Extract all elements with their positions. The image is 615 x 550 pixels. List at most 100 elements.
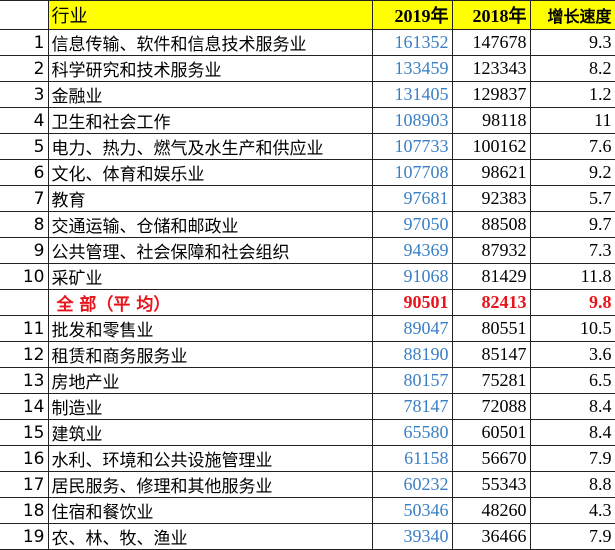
growth-cell: 5.7 — [529, 185, 615, 212]
rank-cell: 8 — [0, 211, 49, 238]
rank-cell: 7 — [0, 185, 49, 212]
header-cell: 行业 — [47, 0, 373, 30]
value-2019-cell: 90501 — [371, 289, 453, 316]
growth-cell: 7.3 — [529, 237, 615, 264]
value-2018-cell: 85147 — [451, 341, 531, 368]
rank-cell: 6 — [0, 159, 49, 186]
data-row: 18 住宿和餐饮业 50346 48260 4.3 — [0, 497, 615, 524]
growth-cell: 4.3 — [529, 497, 615, 524]
industry-cell: 采矿业 — [47, 263, 373, 290]
data-row: 11 批发和零售业 89047 80551 10.5 — [0, 315, 615, 342]
value-2018-cell: 56670 — [451, 445, 531, 472]
value-2019-cell: 161352 — [371, 29, 453, 56]
rank-cell: 4 — [0, 107, 49, 134]
growth-cell: 3.6 — [529, 341, 615, 368]
industry-cell: 金融业 — [47, 81, 373, 108]
industry-cell: 住宿和餐饮业 — [47, 497, 373, 524]
value-2018-cell: 80551 — [451, 315, 531, 342]
value-2018-cell: 48260 — [451, 497, 531, 524]
value-2018-cell: 147678 — [451, 29, 531, 56]
rank-cell: 15 — [0, 419, 49, 446]
value-2018-cell: 55343 — [451, 471, 531, 498]
data-row: 6 文化、体育和娱乐业 107708 98621 9.2 — [0, 159, 615, 186]
industry-cell: 建筑业 — [47, 419, 373, 446]
data-row: 5 电力、热力、燃气及水生产和供应业 107733 100162 7.6 — [0, 133, 615, 160]
value-2018-cell: 60501 — [451, 419, 531, 446]
industry-cell: 教育 — [47, 185, 373, 212]
rank-cell: 13 — [0, 367, 49, 394]
data-row: 19 农、林、牧、渔业 39340 36466 7.9 — [0, 523, 615, 550]
growth-cell: 8.8 — [529, 471, 615, 498]
industry-cell: 全 部（平 均） — [47, 289, 373, 316]
growth-cell: 9.3 — [529, 29, 615, 56]
value-2019-cell: 60232 — [371, 471, 453, 498]
data-row: 14 制造业 78147 72088 8.4 — [0, 393, 615, 420]
value-2018-cell: 36466 — [451, 523, 531, 550]
value-2018-cell: 82413 — [451, 289, 531, 316]
industry-cell: 居民服务、修理和其他服务业 — [47, 471, 373, 498]
industry-cell: 文化、体育和娱乐业 — [47, 159, 373, 186]
growth-cell: 1.2 — [529, 81, 615, 108]
value-2019-cell: 107708 — [371, 159, 453, 186]
value-2019-cell: 80157 — [371, 367, 453, 394]
data-row: 4 卫生和社会工作 108903 98118 11 — [0, 107, 615, 134]
data-row: 2 科学研究和技术服务业 133459 123343 8.2 — [0, 55, 615, 82]
rank-cell: 18 — [0, 497, 49, 524]
data-row: 16 水利、环境和公共设施管理业 61158 56670 7.9 — [0, 445, 615, 472]
rank-cell: 10 — [0, 263, 49, 290]
growth-cell: 7.9 — [529, 523, 615, 550]
growth-cell: 6.5 — [529, 367, 615, 394]
header-cell: 2018年 — [451, 0, 531, 30]
value-2019-cell: 39340 — [371, 523, 453, 550]
header-row: 行业 2019年 2018年 增长速度 — [0, 0, 615, 30]
data-row: 3 金融业 131405 129837 1.2 — [0, 81, 615, 108]
header-cell — [0, 0, 49, 30]
rank-cell: 14 — [0, 393, 49, 420]
value-2018-cell: 123343 — [451, 55, 531, 82]
value-2018-cell: 81429 — [451, 263, 531, 290]
growth-cell: 7.6 — [529, 133, 615, 160]
growth-cell: 8.2 — [529, 55, 615, 82]
value-2018-cell: 87932 — [451, 237, 531, 264]
value-2019-cell: 89047 — [371, 315, 453, 342]
rank-cell: 2 — [0, 55, 49, 82]
data-row: 12 租赁和商务服务业 88190 85147 3.6 — [0, 341, 615, 368]
data-row: 1 信息传输、软件和信息技术服务业 161352 147678 9.3 — [0, 29, 615, 56]
data-row: 7 教育 97681 92383 5.7 — [0, 185, 615, 212]
data-row: 13 房地产业 80157 75281 6.5 — [0, 367, 615, 394]
data-row: 17 居民服务、修理和其他服务业 60232 55343 8.8 — [0, 471, 615, 498]
value-2019-cell: 88190 — [371, 341, 453, 368]
value-2019-cell: 108903 — [371, 107, 453, 134]
header-cell: 2019年 — [371, 0, 453, 30]
rank-cell: 11 — [0, 315, 49, 342]
value-2019-cell: 107733 — [371, 133, 453, 160]
industry-cell: 公共管理、社会保障和社会组织 — [47, 237, 373, 264]
value-2019-cell: 131405 — [371, 81, 453, 108]
value-2019-cell: 65580 — [371, 419, 453, 446]
value-2018-cell: 88508 — [451, 211, 531, 238]
growth-cell: 9.2 — [529, 159, 615, 186]
rank-cell: 17 — [0, 471, 49, 498]
rank-cell: 5 — [0, 133, 49, 160]
value-2018-cell: 100162 — [451, 133, 531, 160]
industry-cell: 房地产业 — [47, 367, 373, 394]
rank-cell: 12 — [0, 341, 49, 368]
growth-cell: 8.4 — [529, 393, 615, 420]
growth-cell: 7.9 — [529, 445, 615, 472]
value-2019-cell: 97050 — [371, 211, 453, 238]
industry-cell: 电力、热力、燃气及水生产和供应业 — [47, 133, 373, 160]
value-2019-cell: 78147 — [371, 393, 453, 420]
data-row: 8 交通运输、仓储和邮政业 97050 88508 9.7 — [0, 211, 615, 238]
data-row: 15 建筑业 65580 60501 8.4 — [0, 419, 615, 446]
rank-cell: 9 — [0, 237, 49, 264]
value-2019-cell: 133459 — [371, 55, 453, 82]
industry-cell: 制造业 — [47, 393, 373, 420]
industry-cell: 卫生和社会工作 — [47, 107, 373, 134]
growth-cell: 8.4 — [529, 419, 615, 446]
rank-cell — [0, 289, 49, 316]
value-2019-cell: 61158 — [371, 445, 453, 472]
value-2019-cell: 97681 — [371, 185, 453, 212]
growth-cell: 10.5 — [529, 315, 615, 342]
